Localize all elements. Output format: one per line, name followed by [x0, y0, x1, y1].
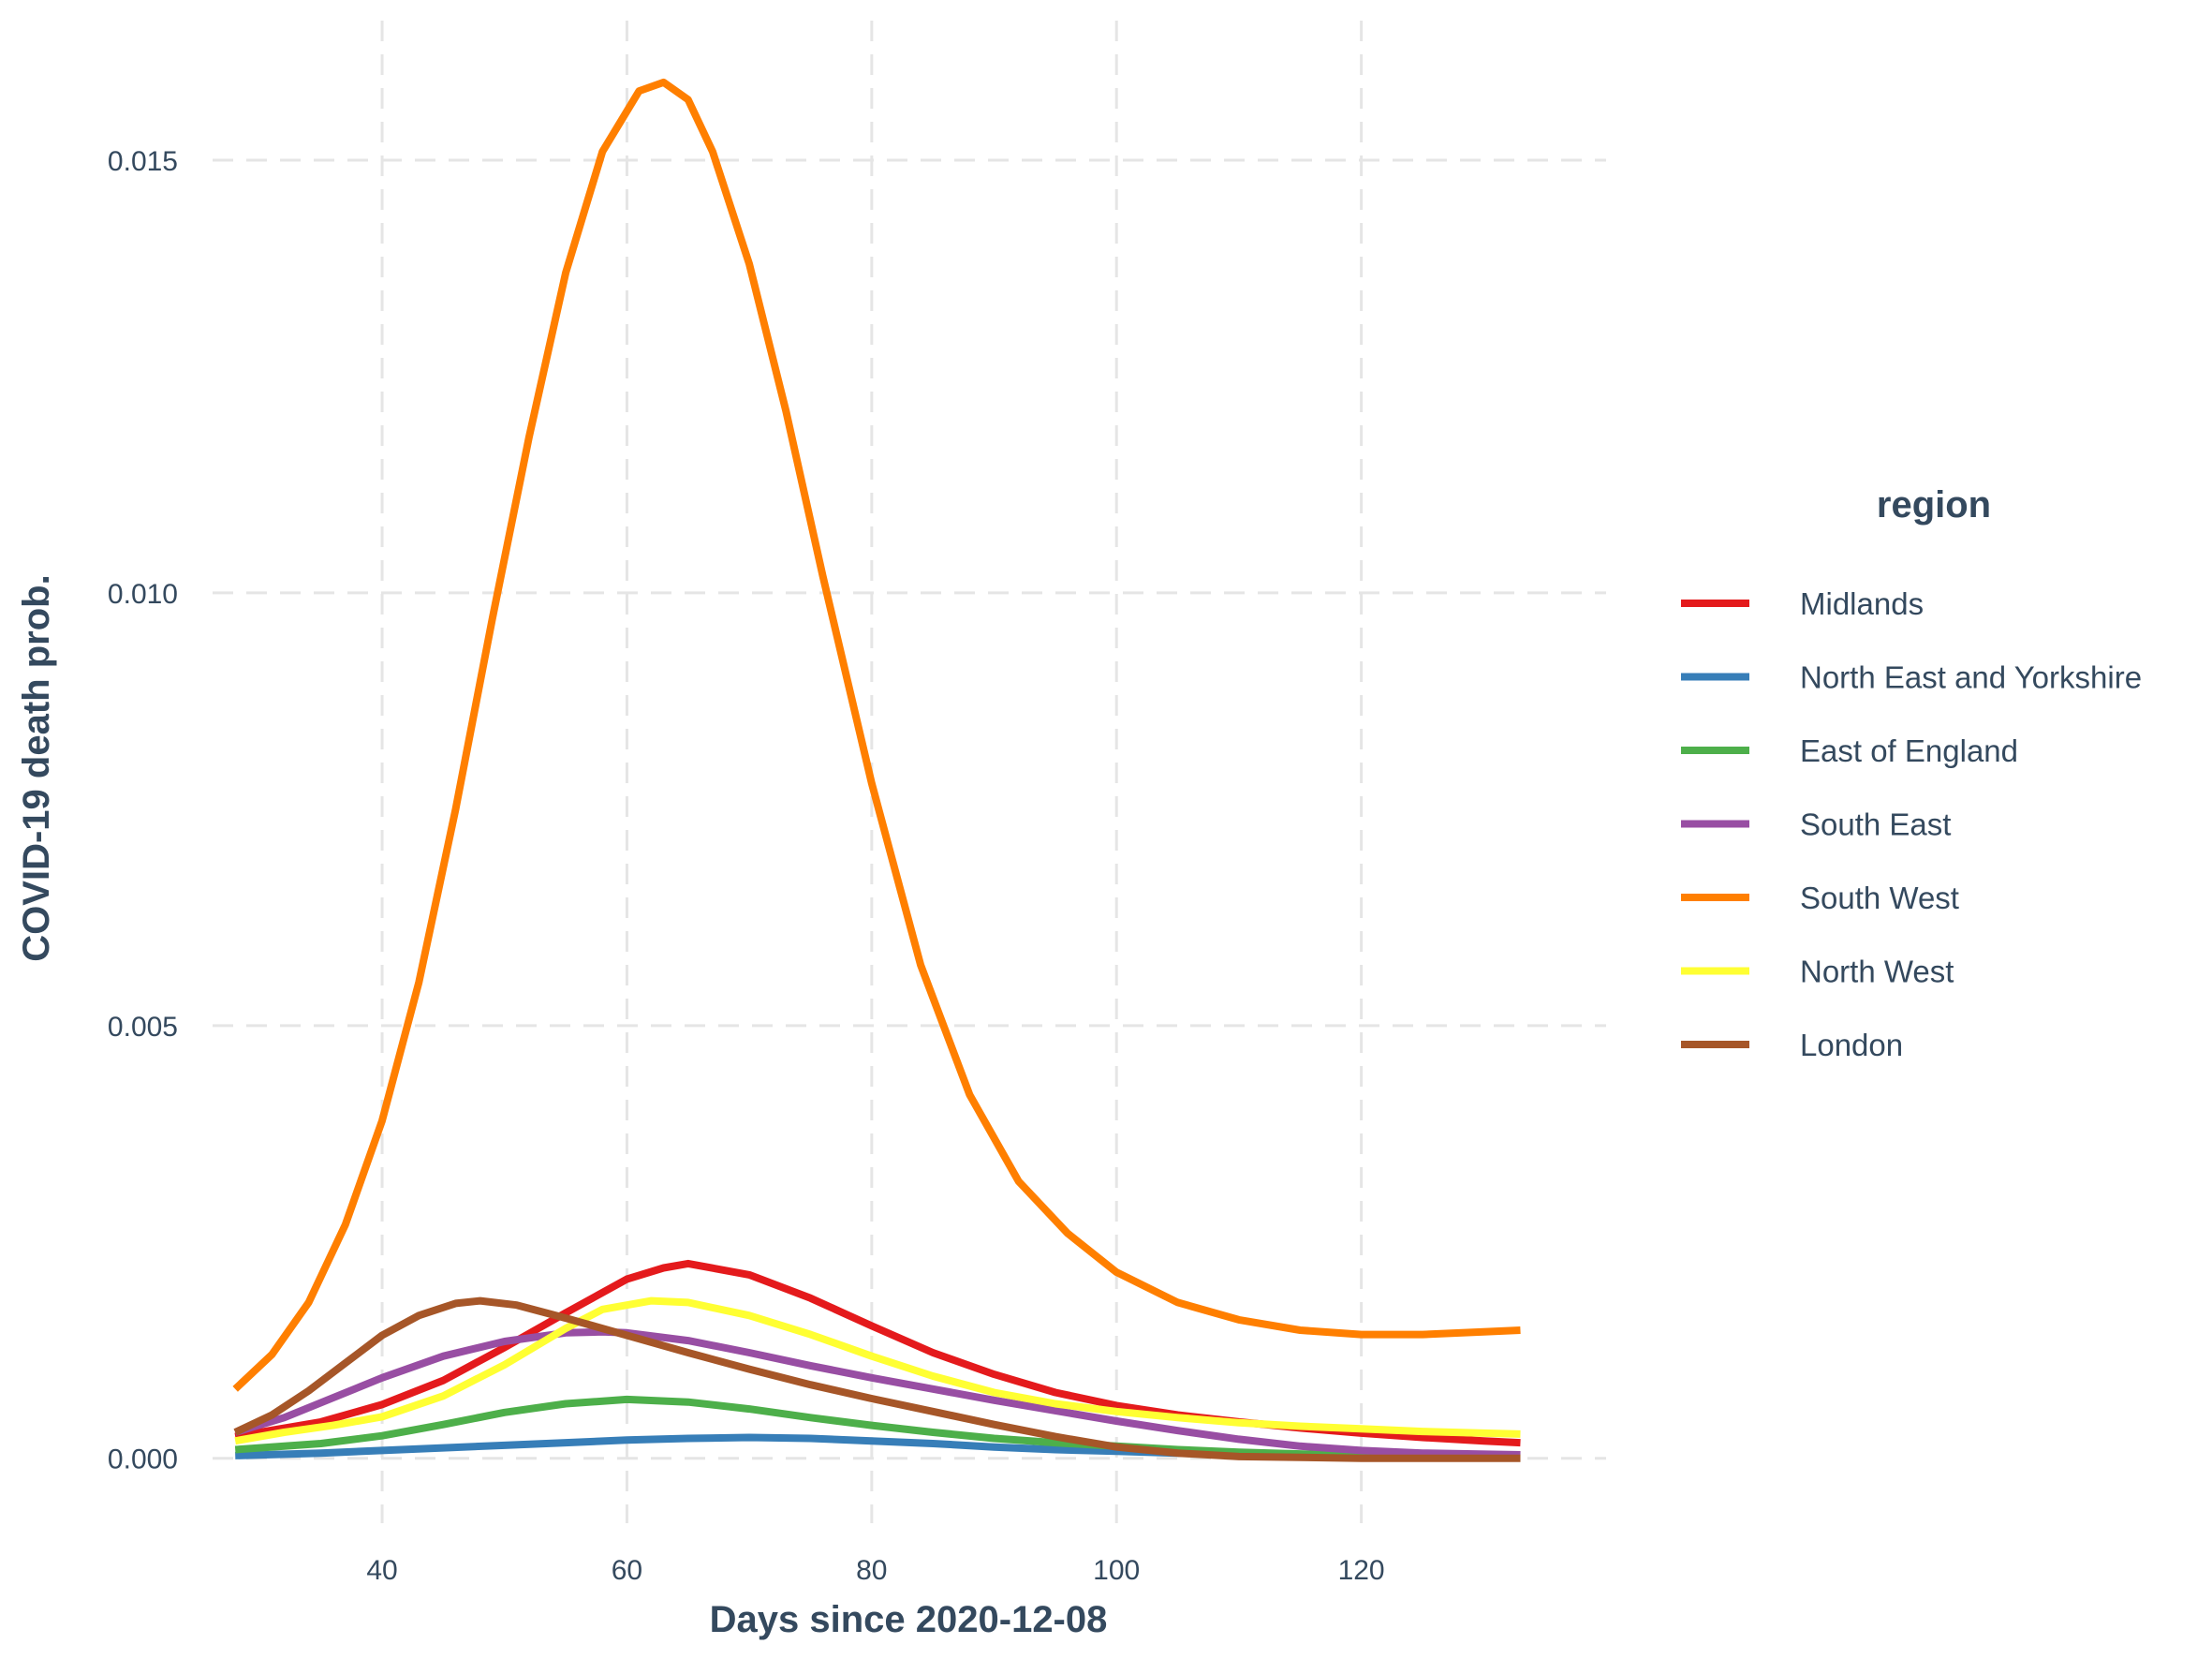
series-lines	[232, 78, 1521, 1462]
series-line-north-west	[234, 1296, 1521, 1445]
legend-label: South East	[1800, 807, 1951, 842]
legend-items: Midlands North East and Yorkshire East of …	[1681, 586, 2142, 1062]
legend-label: North West	[1800, 955, 1954, 989]
grid	[213, 21, 1606, 1523]
legend-title: region	[1877, 484, 1991, 526]
series-line-london	[233, 1296, 1521, 1462]
x-tick-label: 80	[856, 1555, 887, 1586]
y-tick-label: 0.005	[108, 1012, 178, 1043]
series-line-midlands	[234, 1259, 1521, 1447]
series-line-south-west	[232, 78, 1521, 1392]
series-line-south-east	[234, 1327, 1521, 1459]
legend-item: London	[1681, 1028, 1903, 1062]
legend-label: London	[1800, 1028, 1903, 1062]
legend-label: North East and Yorkshire	[1800, 660, 2142, 695]
y-tick-label: 0.000	[108, 1444, 178, 1475]
x-tick-label: 60	[612, 1555, 642, 1586]
x-tick-label: 40	[366, 1555, 397, 1586]
legend-item: North West	[1681, 955, 1954, 989]
x-tick-label: 120	[1338, 1555, 1385, 1586]
y-axis-ticks: 0.000 0.005 0.010 0.015	[108, 146, 178, 1475]
y-tick-label: 0.010	[108, 579, 178, 610]
x-axis-title: Days since 2020-12-08	[710, 1599, 1108, 1640]
legend-item: South East	[1681, 807, 1951, 842]
y-tick-label: 0.015	[108, 146, 178, 177]
legend-label: South West	[1800, 881, 1959, 915]
legend-label: Midlands	[1800, 586, 1924, 621]
legend-item: Midlands	[1681, 586, 1924, 621]
series-line-east-of-england	[234, 1395, 1521, 1461]
legend-item: East of England	[1681, 733, 2018, 768]
legend-item: South West	[1681, 881, 1959, 915]
legend-label: East of England	[1800, 733, 2018, 768]
x-tick-label: 100	[1093, 1555, 1140, 1586]
legend-item: North East and Yorkshire	[1681, 660, 2142, 695]
y-axis-title: COVID-19 death prob.	[16, 574, 57, 961]
legend: region Midlands North East and Yorkshire E…	[1681, 484, 2142, 1062]
x-axis-ticks: 40 60 80 100 120	[366, 1555, 1384, 1586]
